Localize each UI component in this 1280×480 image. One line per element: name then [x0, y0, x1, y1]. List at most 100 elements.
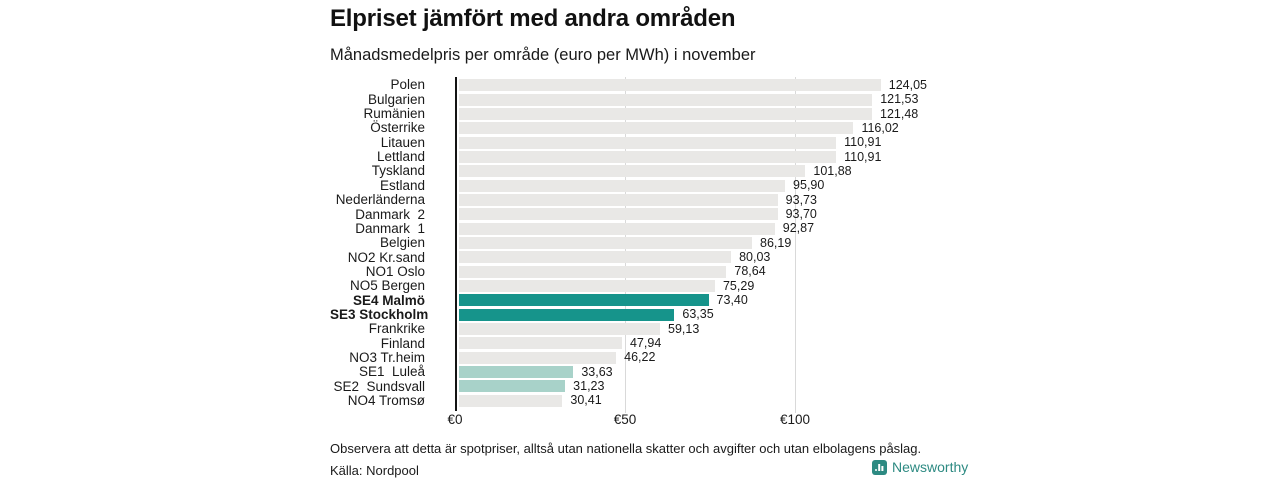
category-label: NO2 Kr.sand [347, 249, 425, 265]
value-label: 59,13 [668, 321, 700, 336]
bar [459, 351, 617, 364]
category-label: Rumänien [363, 106, 425, 122]
chart-row: Danmark 2 93,70 [330, 207, 980, 221]
x-axis-tick-label: €100 [779, 412, 811, 427]
category-label: SE4 Malmö [352, 292, 425, 308]
value-label: 30,41 [570, 393, 602, 408]
chart-subtitle: Månadsmedelpris per område (euro per MWh… [330, 46, 756, 64]
chart-row: Litauen 110,91 [330, 135, 980, 149]
value-label: 116,02 [861, 120, 899, 135]
newsworthy-brand: Newsworthy [872, 459, 968, 475]
bar [459, 323, 661, 336]
category-label: SE2 Sundsvall [333, 378, 425, 394]
bar [459, 79, 881, 92]
plot-rows: Polen 124,05 Bulgarien 121,53 Rumänien 121,48… [330, 78, 980, 408]
value-label: 46,22 [624, 350, 656, 365]
bar [459, 93, 873, 106]
bar [459, 107, 873, 120]
bar [459, 337, 622, 350]
bar [459, 265, 727, 278]
category-label: Estland [379, 177, 425, 193]
bar [459, 380, 566, 393]
category-label: Lettland [376, 149, 425, 165]
category-label: Frankrike [368, 321, 425, 337]
gridline [795, 77, 796, 413]
source-label: Källa: Nordpool [330, 463, 419, 478]
bar [459, 165, 806, 178]
bar [459, 179, 786, 192]
category-label: Danmark 2 [355, 206, 425, 222]
chart-row: Tyskland 101,88 [330, 164, 980, 178]
category-label: SE3 Stockholm [330, 306, 429, 322]
brand-name: Newsworthy [892, 459, 969, 475]
bar [459, 208, 778, 221]
bar [459, 366, 574, 379]
value-label: 63,35 [682, 307, 714, 322]
chart-row: SE4 Malmö 73,40 [330, 293, 980, 307]
chart-row: Bulgarien 121,53 [330, 92, 980, 106]
chart-title: Elpriset jämfört med andra områden [330, 5, 736, 32]
chart-row: SE2 Sundsvall 31,23 [330, 379, 980, 393]
value-label: 121,48 [880, 106, 919, 121]
chart-row: Belgien 86,19 [330, 236, 980, 250]
chart-row: NO4 Tromsø 30,41 [330, 394, 980, 408]
value-label: 121,53 [880, 92, 919, 107]
bar [459, 122, 854, 135]
chart-row: NO3 Tr.heim 46,22 [330, 351, 980, 365]
bar [459, 136, 837, 149]
value-label: 31,23 [573, 379, 605, 394]
bar [459, 308, 675, 321]
value-label: 75,29 [722, 278, 755, 293]
value-label: 95,90 [793, 178, 825, 193]
category-label: SE1 Luleå [358, 364, 425, 380]
category-label: NO1 Oslo [365, 263, 425, 279]
category-label: Litauen [380, 134, 425, 150]
bar [459, 222, 775, 235]
chart-row: NO2 Kr.sand 80,03 [330, 250, 980, 264]
value-label: 124,05 [888, 77, 927, 92]
category-label: NO5 Bergen [349, 278, 425, 294]
category-label: NO4 Tromsø [347, 392, 425, 408]
category-label: NO3 Tr.heim [349, 349, 425, 365]
chart-row: Frankrike 59,13 [330, 322, 980, 336]
value-label: 78,64 [734, 264, 766, 279]
value-label: 101,88 [813, 163, 852, 178]
category-label: Tyskland [371, 163, 425, 179]
category-label: Bulgarien [367, 91, 425, 107]
value-label: 93,70 [785, 207, 817, 222]
value-label: 93,73 [785, 192, 817, 207]
value-label: 86,19 [760, 235, 792, 250]
category-label: Österrike [370, 120, 425, 136]
chart-row: Polen 124,05 [330, 78, 980, 92]
newsworthy-logo-icon [872, 459, 887, 475]
value-label: 73,40 [716, 293, 748, 308]
chart-row: Nederländerna 93,73 [330, 193, 980, 207]
category-label: Danmark 1 [355, 220, 425, 236]
footnote: Observera att detta är spotpriser, allts… [330, 441, 922, 456]
value-label: 80,03 [739, 250, 771, 265]
bar-chart-plot: Polen 124,05 Bulgarien 121,53 Rumänien 121,48… [330, 77, 980, 438]
category-label: Nederländerna [335, 192, 425, 208]
bar [459, 150, 837, 163]
chart-row: Estland 95,90 [330, 178, 980, 192]
value-label: 47,94 [629, 336, 662, 351]
chart-row: Lettland 110,91 [330, 150, 980, 164]
chart-row: NO1 Oslo 78,64 [330, 264, 980, 278]
chart-row: Finland 47,94 [330, 336, 980, 350]
category-label: Belgien [379, 235, 425, 251]
bar [459, 236, 753, 249]
category-label: Finland [380, 335, 425, 351]
x-axis-tick-label: €50 [613, 412, 637, 427]
value-label: 92,87 [782, 221, 815, 236]
bar [459, 279, 715, 292]
x-axis-tick-label: €0 [447, 412, 463, 427]
bar [459, 193, 778, 206]
chart-row: SE3 Stockholm 63,35 [330, 308, 980, 322]
chart-row: SE1 Luleå 33,63 [330, 365, 980, 379]
value-label: 33,63 [581, 364, 613, 379]
chart-row: Österrike 116,02 [330, 121, 980, 135]
chart-row: Rumänien 121,48 [330, 107, 980, 121]
value-label: 110,91 [844, 135, 882, 150]
bar [459, 251, 732, 264]
